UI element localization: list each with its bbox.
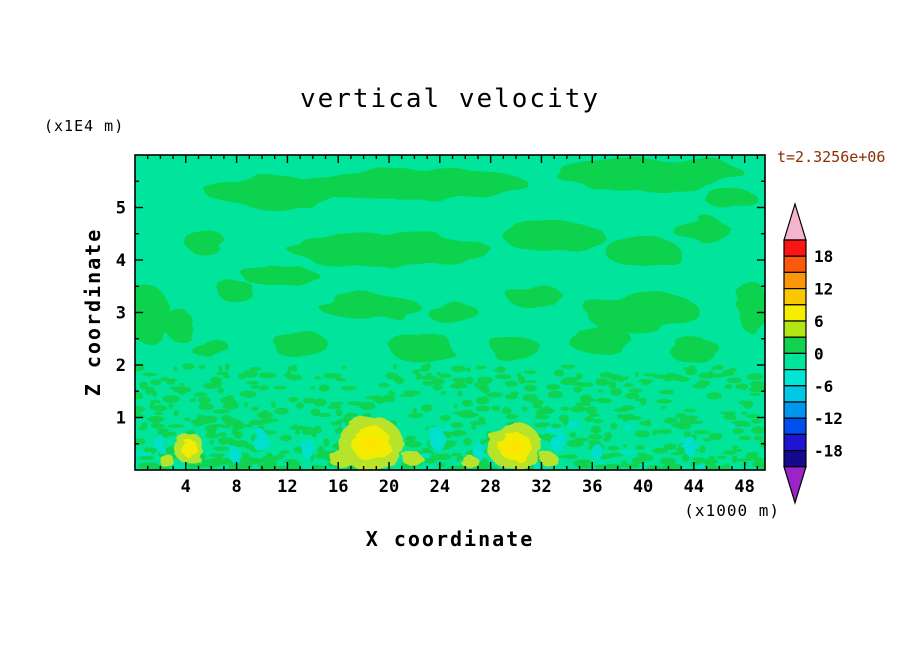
x-axis-unit-label: (x1000 m): [684, 501, 780, 520]
x-tick-label: 36: [582, 477, 602, 497]
x-tick-label: 4: [181, 477, 191, 497]
x-tick-label: 16: [328, 477, 348, 497]
plot-frame: [134, 154, 766, 471]
colorbar-label: -18: [814, 442, 843, 461]
colorbar-cell: [783, 385, 807, 403]
colorbar-label: -6: [814, 377, 833, 396]
colorbar-label: 12: [814, 280, 833, 299]
y-tick-label: 4: [116, 251, 126, 271]
colorbar-cell: [783, 271, 807, 290]
colorbar-cell: [783, 288, 807, 306]
x-tick-label: 40: [633, 477, 653, 497]
y-tick-label: 1: [116, 409, 126, 429]
colorbar-cell: [783, 255, 807, 274]
x-tick-label: 8: [231, 477, 241, 497]
colorbar-cell: [783, 352, 807, 371]
colorbar-under-arrow: [783, 466, 807, 505]
y-tick-label: 3: [116, 304, 126, 324]
colorbar-cell: [783, 320, 807, 338]
x-tick-label: 12: [277, 477, 297, 497]
cyan-patches: [155, 426, 697, 463]
colorbar-cell: [783, 336, 807, 355]
colorbar-label: 0: [814, 344, 824, 363]
y-axis-title: Z coordinate: [81, 227, 105, 397]
x-tick-label: 32: [531, 477, 551, 497]
y-tick-label: 5: [116, 199, 126, 219]
x-tick-label: 44: [684, 477, 704, 497]
y-tick-label: 2: [116, 356, 126, 376]
x-axis-title: X coordinate: [365, 527, 535, 551]
colorbar-cell: [783, 239, 807, 257]
colorbar-label: -12: [814, 409, 843, 428]
x-tick-label: 20: [379, 477, 399, 497]
colorbar-label: 6: [814, 312, 824, 331]
colorbar-over-arrow: [783, 201, 807, 241]
colorbar-cell: [783, 369, 807, 387]
colorbar-cell: [783, 304, 807, 322]
colorbar-cell: [783, 401, 807, 419]
colorbar-cell: [783, 417, 807, 436]
y-axis-unit-label: (x1E4 m): [44, 117, 125, 135]
colorbar-cell: [783, 433, 807, 452]
updraft-blobs: [159, 416, 558, 470]
colorbar-label: 18: [814, 247, 833, 266]
contour-patches: [135, 157, 765, 362]
chart-title: vertical velocity: [299, 84, 601, 114]
colorbar-cell: [783, 450, 807, 468]
x-tick-label: 24: [430, 477, 450, 497]
y-axis-tick-labels: 1 2 3 4 5: [116, 199, 126, 429]
contour-field: [135, 155, 765, 470]
x-tick-label: 28: [480, 477, 500, 497]
colorbar: 18 12 6 0 -6 -12 -18: [783, 201, 843, 505]
x-tick-label: 48: [734, 477, 754, 497]
x-axis-tick-labels: 4 8 12 16 20 24 28 32 36 40 44 48: [181, 477, 755, 497]
time-stamp-label: t=2.3256e+06: [777, 148, 886, 166]
